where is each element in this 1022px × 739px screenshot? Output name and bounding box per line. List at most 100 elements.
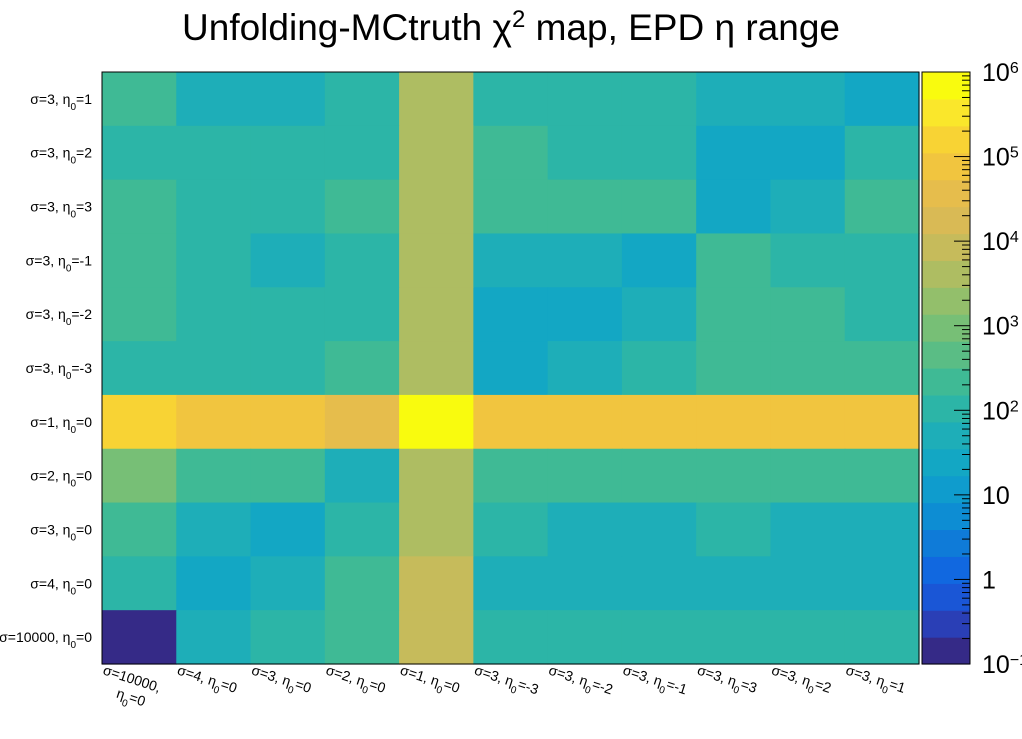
heatmap-cell — [399, 394, 474, 450]
heatmap-cell — [844, 72, 920, 127]
colorbar-segment — [922, 637, 970, 665]
y-tick-label: σ=10000, η0=0 — [0, 629, 92, 651]
heatmap-cell — [176, 448, 252, 504]
heatmap-cell — [696, 610, 772, 665]
heatmap-cell — [102, 341, 177, 396]
colorbar-segment — [922, 368, 970, 396]
heatmap-cell — [324, 72, 400, 127]
heatmap-cell — [547, 179, 623, 235]
heatmap-cell — [399, 233, 474, 288]
heatmap-cell — [250, 502, 326, 557]
plot-frame — [101, 71, 920, 665]
x-tick-label: σ=10000,η0=0 — [94, 662, 163, 718]
heatmap-cell — [844, 287, 920, 342]
heatmap-cell — [324, 394, 400, 450]
x-tick-label: σ=1, η0=0 — [397, 662, 463, 702]
heatmap-cell — [621, 610, 697, 665]
heatmap-cell — [102, 72, 177, 127]
colorbar-segment — [922, 314, 970, 342]
heatmap-cell — [473, 72, 549, 127]
colorbar-segment — [922, 233, 970, 261]
colorbar-tick-label: 105 — [982, 144, 1019, 172]
heatmap-cell — [102, 125, 177, 181]
heatmap-cell — [102, 179, 177, 235]
heatmap-cell — [324, 448, 400, 504]
colorbar-frame — [921, 71, 971, 665]
heatmap-cell — [696, 394, 772, 450]
chart-title: Unfolding-MCtruth χ2 map, EPD η range — [182, 6, 840, 49]
x-tick-label: σ=3, η0=0 — [248, 662, 314, 702]
heatmap-cell — [696, 448, 772, 504]
heatmap-cell — [770, 556, 846, 611]
heatmap-cell — [696, 556, 772, 611]
colorbar: 10−1 1 10 102 103 104 105 106 — [921, 59, 1022, 679]
colorbar-segment — [922, 125, 970, 154]
heatmap-cell — [696, 502, 772, 557]
heatmap-cell — [770, 72, 846, 127]
y-tick-label: σ=3, η0=1 — [30, 91, 92, 113]
heatmap-cell — [770, 394, 846, 450]
heatmap-cell — [324, 179, 400, 235]
heatmap-cell — [547, 72, 623, 127]
colorbar-segment — [922, 341, 970, 369]
heatmap-cell — [696, 233, 772, 288]
x-tick-label: σ=3, η0=3 — [694, 662, 760, 702]
heatmap-cell — [473, 287, 549, 342]
heatmap-cell — [547, 610, 623, 665]
heatmap-cell — [547, 125, 623, 181]
heatmap-cell — [399, 556, 474, 611]
heatmap-cell — [547, 287, 623, 342]
heatmap-cell — [473, 125, 549, 181]
heatmap-cell — [324, 610, 400, 665]
heatmap-cell — [621, 502, 697, 557]
heatmap-cell — [473, 179, 549, 235]
heatmap-cell — [621, 72, 697, 127]
colorbar-tick-label: 10 — [982, 482, 1010, 510]
heatmap-cell — [770, 448, 846, 504]
heatmap-cell — [621, 556, 697, 611]
heatmap-cell — [547, 448, 623, 504]
heatmap-cell — [176, 233, 252, 288]
heatmap-cell — [102, 502, 177, 557]
x-axis-labels: σ=10000,η0=0σ=4, η0=0 σ=3, η0=0 σ=2, η0=0 σ… — [94, 662, 908, 718]
heatmap-cell — [696, 179, 772, 235]
heatmap-cell — [473, 448, 549, 504]
y-tick-label: σ=1, η0=0 — [30, 414, 92, 436]
heatmap-cell — [102, 233, 177, 288]
colorbar-tick-label: 102 — [982, 397, 1019, 425]
heatmap-cell — [621, 179, 697, 235]
heatmap-cell — [324, 287, 400, 342]
x-tick-label: σ=2, η0=0 — [322, 662, 388, 702]
heatmap-cell — [696, 125, 772, 181]
y-tick-label: σ=3, η0=0 — [30, 521, 92, 543]
colorbar-tick-label: 1 — [982, 566, 996, 594]
heatmap-cell — [473, 502, 549, 557]
x-tick-label: σ=3, η0=-3 — [471, 662, 541, 703]
heatmap-cell — [176, 610, 252, 665]
heatmap-cell — [621, 448, 697, 504]
y-tick-label: σ=3, η0=-3 — [26, 360, 93, 382]
heatmap-cell — [547, 341, 623, 396]
heatmap-cell — [844, 179, 920, 235]
heatmap-cell — [399, 502, 474, 557]
colorbar-tick-label: 103 — [982, 313, 1019, 341]
heatmap-cell — [399, 179, 474, 235]
colorbar-segment — [922, 260, 970, 288]
heatmap-cell — [621, 233, 697, 288]
heatmap-cell — [102, 287, 177, 342]
heatmap-cell — [399, 72, 474, 127]
y-tick-label: σ=3, η0=-1 — [26, 252, 93, 274]
heatmap-cell — [547, 394, 623, 450]
heatmap-cell — [770, 233, 846, 288]
heatmap-cell — [250, 556, 326, 611]
heatmap-cell — [250, 72, 326, 127]
heatmap-cell — [324, 125, 400, 181]
heatmap-cell — [473, 233, 549, 288]
x-tick-label: σ=3, η0=-2 — [545, 662, 615, 703]
colorbar-segment — [922, 502, 970, 531]
x-tick-label: σ=3, η0=-1 — [619, 662, 689, 703]
heatmap-cell — [102, 394, 177, 450]
x-tick-label: σ=3, η0=2 — [768, 662, 834, 702]
heatmap-cell — [621, 287, 697, 342]
